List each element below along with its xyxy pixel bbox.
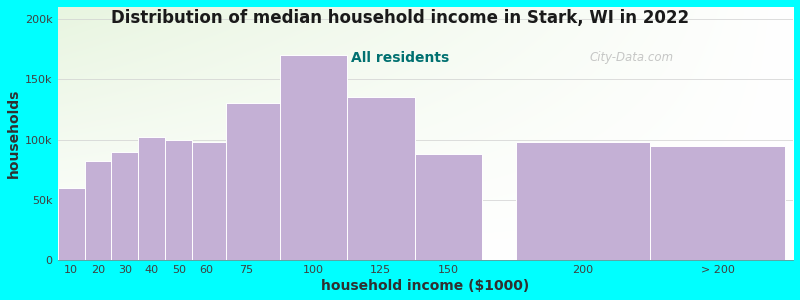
- Bar: [414, 154, 482, 260]
- Bar: [58, 188, 85, 260]
- Bar: [226, 103, 294, 260]
- X-axis label: household income ($1000): household income ($1000): [322, 279, 530, 293]
- Y-axis label: households: households: [7, 89, 21, 178]
- Bar: [280, 55, 347, 260]
- Bar: [166, 140, 192, 260]
- Text: City-Data.com: City-Data.com: [589, 51, 674, 64]
- Bar: [515, 142, 650, 260]
- Bar: [111, 152, 138, 260]
- Bar: [347, 97, 414, 260]
- Bar: [650, 146, 785, 260]
- Text: All residents: All residents: [351, 51, 449, 65]
- Bar: [192, 142, 233, 260]
- Text: Distribution of median household income in Stark, WI in 2022: Distribution of median household income …: [111, 9, 689, 27]
- Bar: [138, 137, 166, 260]
- Bar: [85, 161, 111, 260]
